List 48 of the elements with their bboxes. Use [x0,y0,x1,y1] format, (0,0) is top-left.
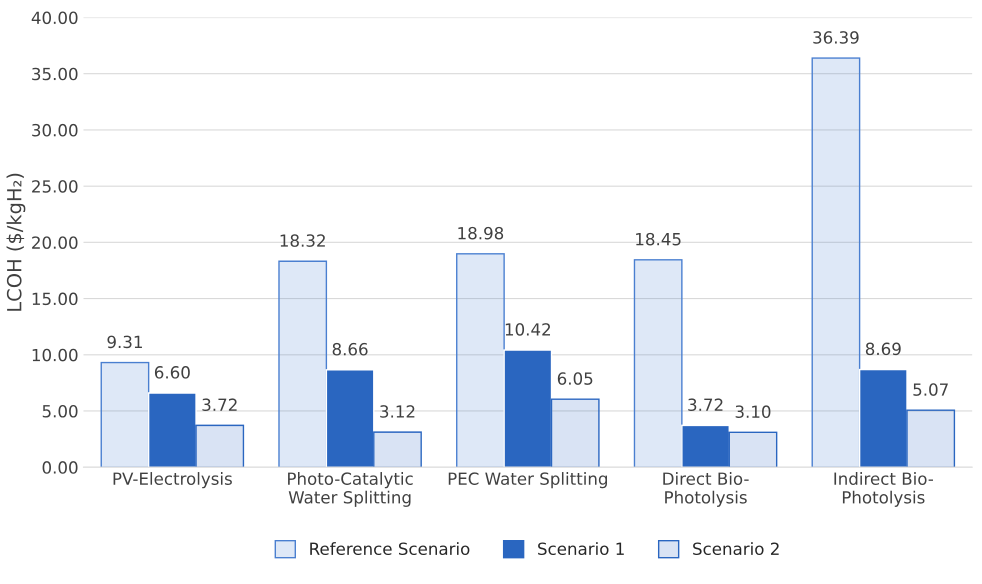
y-tick-label: 10.00 [32,348,78,362]
bar [373,431,422,468]
data-label: 3.12 [380,405,414,418]
bar [503,349,552,468]
data-label: 18.98 [458,226,504,240]
bar [326,369,374,468]
y-tick-label: 15.00 [32,292,78,306]
y-tick-label: 25.00 [32,180,78,193]
legend-label: Reference Scenario [310,542,470,556]
data-label: 5.07 [913,383,948,396]
data-label: 6.60 [154,366,190,379]
y-tick-label: 35.00 [32,68,78,80]
bar [858,368,908,468]
x-tick-label: Indirect Bio- Photolysis [834,472,933,507]
bar [634,259,683,468]
y-tick-label: 20.00 [32,236,78,249]
bar [195,424,244,468]
data-label: 10.42 [506,323,550,336]
x-tick-label: PEC Water Splitting [448,472,607,488]
data-label: 8.66 [332,342,368,356]
data-label: 6.05 [558,372,592,385]
legend-label: Scenario 1 [538,542,624,556]
x-tick-label: PV-Electrolysis [114,472,232,488]
x-tick-label: Photo-Catalytic Water Splitting [288,472,413,507]
x-tick-label: Direct Bio- Photolysis [663,472,749,507]
data-label: 18.45 [636,232,681,246]
bar [550,398,600,468]
y-tick-label: 30.00 [32,124,78,137]
bar [728,432,778,468]
y-tick-label: 0.00 [42,461,78,474]
data-label: 9.31 [107,336,142,348]
y-axis-title: LCOH ($/kgH₂) [6,174,26,311]
bar [148,392,197,468]
data-label: 18.32 [280,234,325,247]
data-label: 3.10 [736,405,770,418]
bar [456,253,505,468]
data-label: 36.39 [813,31,859,44]
bar [906,410,956,468]
bar [812,57,860,468]
bar [278,260,328,468]
data-label: 3.72 [202,398,237,412]
data-label: 3.72 [688,398,722,412]
y-tick-label: 5.00 [42,404,78,418]
bar [681,424,730,468]
data-label: 8.69 [866,342,901,356]
bar [100,362,150,468]
legend-label: Scenario 2 [693,542,779,556]
y-tick-label: 40.00 [32,11,78,24]
